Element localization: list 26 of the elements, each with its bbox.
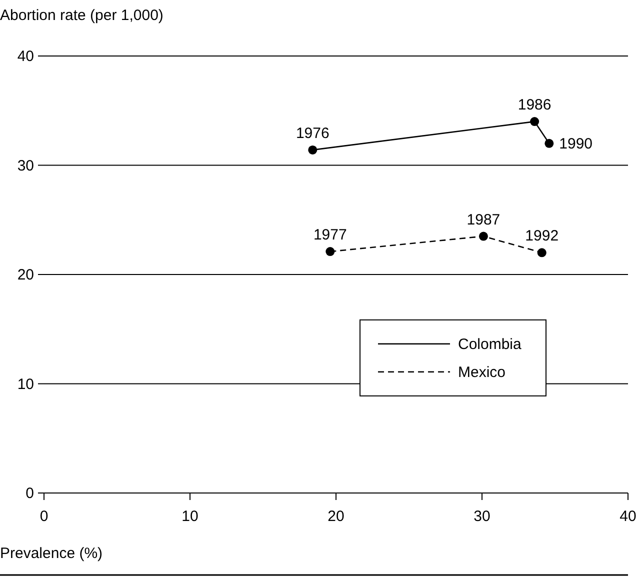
point — [544, 138, 554, 148]
point — [308, 145, 318, 154]
x-tick-label: 20 — [328, 508, 344, 525]
x-tick-label: 10 — [182, 508, 198, 525]
y-tick-label: 10 — [17, 376, 34, 393]
y-tick-label: 0 — [26, 485, 34, 502]
point — [326, 247, 335, 256]
y-tick-label: 40 — [17, 48, 34, 65]
annotation: 1986 — [518, 96, 552, 114]
legend-label: Colombia — [458, 336, 522, 353]
annotation: 1977 — [313, 226, 347, 244]
point — [530, 117, 540, 126]
point — [478, 232, 488, 241]
legend-label: Mexico — [458, 364, 506, 381]
annotation: 1992 — [525, 228, 559, 245]
y-tick-label: 30 — [17, 157, 34, 174]
point — [537, 248, 546, 258]
x-tick-label: 40 — [620, 508, 636, 525]
x-tick-label: 30 — [474, 508, 490, 525]
annotation: 1990 — [559, 135, 593, 152]
y-tick-label: 20 — [17, 266, 34, 284]
annotation: 1987 — [466, 211, 500, 228]
annotation: 1976 — [296, 124, 330, 142]
x-tick-label: 0 — [40, 508, 48, 525]
y-axis-title: Abortion rate (per 1,000) — [0, 7, 164, 24]
x-axis-title: Prevalence (%) — [0, 545, 103, 562]
